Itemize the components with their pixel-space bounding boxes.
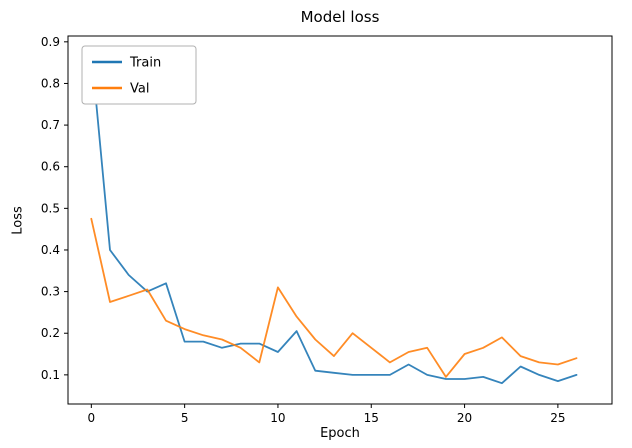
x-axis-label: Epoch <box>320 426 360 441</box>
legend: Train Val <box>81 45 197 105</box>
x-tick-label: 10 <box>270 411 285 425</box>
train-line <box>90 49 578 385</box>
legend-val-label: Val <box>130 82 149 97</box>
y-tick-label: 0.5 <box>41 201 60 215</box>
y-tick-label: 0.6 <box>41 160 60 174</box>
y-tick-label: 0.7 <box>41 118 60 132</box>
x-tick-label: 20 <box>457 411 472 425</box>
y-tick-label: 0.4 <box>41 243 60 257</box>
x-tick-label: 15 <box>364 411 379 425</box>
legend-box <box>81 45 197 105</box>
legend-train-label: Train <box>129 56 161 71</box>
x-tick-label: 25 <box>550 411 565 425</box>
x-tick-label: 0 <box>88 411 96 425</box>
val-line <box>90 217 578 378</box>
y-axis-label: Loss <box>10 206 26 235</box>
y-tick-label: 0.8 <box>41 76 60 90</box>
y-ticks: 0.1 0.2 0.3 0.4 0.5 0.6 0.7 0.8 0.9 <box>41 35 68 382</box>
y-tick-label: 0.2 <box>41 326 60 340</box>
x-ticks: 0 5 10 15 20 25 <box>88 404 566 425</box>
chart-title: Model loss <box>300 8 380 26</box>
y-tick-label: 0.1 <box>41 368 60 382</box>
x-tick-label: 5 <box>181 411 189 425</box>
y-tick-label: 0.3 <box>41 285 60 299</box>
y-tick-label: 0.9 <box>41 35 60 49</box>
